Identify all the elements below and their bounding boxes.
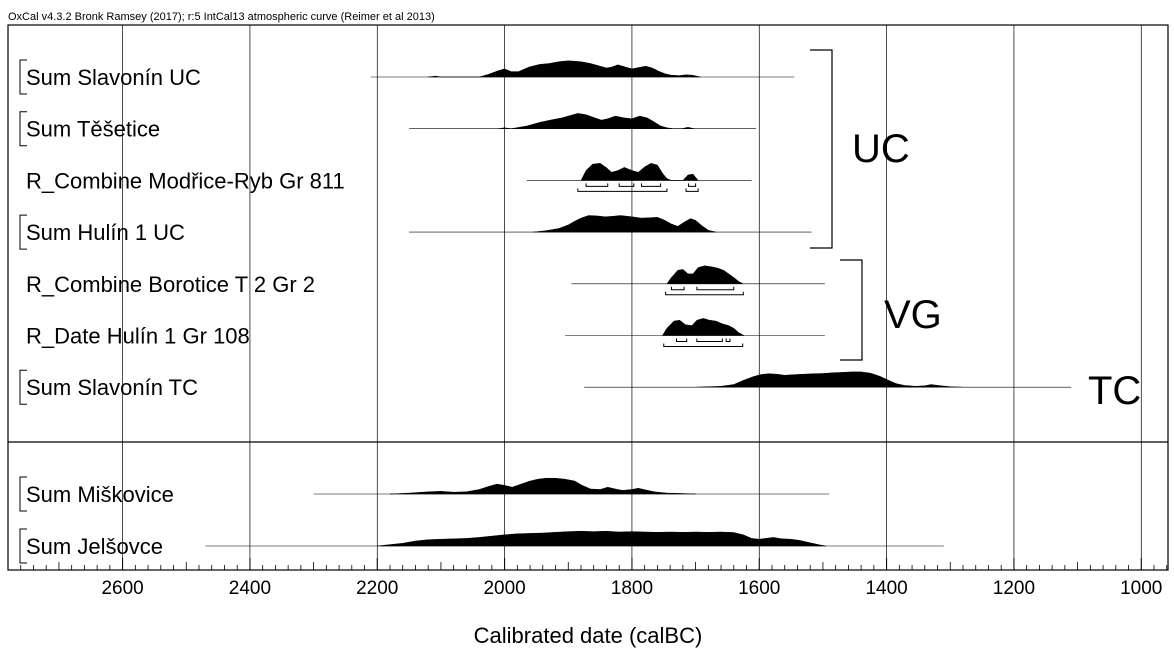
probability-distribution [662,318,745,336]
tick-label-2600: 2600 [101,578,143,599]
grid-lines [122,25,1142,570]
range-95 [665,291,744,296]
group-bracket [840,259,863,361]
row-label: R_Combine Modřice-Ryb Gr 811 [26,168,345,193]
row-label: R_Combine Borotice T 2 Gr 2 [26,272,315,297]
row-bracket [19,111,27,147]
range-68 [675,338,688,342]
minor-ticks [20,558,1168,570]
row-label: Sum Těšetice [26,117,160,142]
group-label: UC [852,127,910,171]
row-bracket [19,59,27,95]
row-4: R_Combine Borotice T 2 Gr 2 [26,265,825,297]
row-label: Sum Slavonín UC [26,65,201,90]
row-bracket [19,476,27,512]
row-label: Sum Slavonín TC [26,375,198,400]
probability-distribution [695,371,964,388]
group-bracket [810,49,833,249]
range-68 [618,183,635,187]
range-95 [577,188,668,192]
range-68 [688,183,697,187]
tick-label-1600: 1600 [738,578,780,599]
plot-frame [7,24,1169,571]
row-label: R_Date Hulín 1 Gr 108 [26,324,250,349]
header-text: OxCal v4.3.2 Bronk Ramsey (2017); r:5 In… [8,11,435,23]
tick-labels: 2600 2400 2200 2000 1800 1600 1400 1200 1000 [101,578,1162,599]
row-5: R_Date Hulín 1 Gr 108 [26,318,825,349]
group-label: VG [884,293,942,337]
row-8: Sum Jelšovce [19,528,944,564]
row-2: R_Combine Modřice-Ryb Gr 811 [26,163,752,193]
group-uc: UC [810,49,910,249]
row-3: Sum Hulín 1 UC [19,214,812,250]
range-68 [696,338,723,342]
tick-label-1000: 1000 [1120,578,1162,599]
probability-distribution [377,530,827,547]
group-tc: TC [1088,369,1141,413]
probability-distribution [580,163,699,181]
range-68 [725,338,731,342]
range-95 [663,343,744,347]
group-brackets: UC VG TC [810,49,1141,413]
range-68 [670,286,685,291]
distribution-rows: Sum Slavonín UC Sum Těšetice R_Combine Mod… [19,59,1072,564]
tick-label-1400: 1400 [865,578,907,599]
row-bracket [19,369,27,405]
range-95 [685,188,699,192]
row-bracket [19,214,27,250]
probability-distribution [666,265,744,285]
group-label: TC [1088,369,1141,413]
row-6: Sum Slavonín TC [19,369,1072,405]
tick-label-2200: 2200 [356,578,398,599]
tick-label-1800: 1800 [611,578,653,599]
range-68 [696,286,735,291]
tick-label-2400: 2400 [229,578,271,599]
row-label: Sum Miškovice [26,482,174,507]
tick-label-2000: 2000 [483,578,525,599]
tick-label-1200: 1200 [993,578,1035,599]
group-vg: VG [840,259,942,361]
row-bracket [19,528,27,564]
probability-distribution [389,477,696,495]
row-0: Sum Slavonín UC [19,59,795,95]
range-68 [585,183,609,187]
row-label: Sum Hulín 1 UC [26,220,185,245]
probability-distribution [533,215,717,233]
probability-distribution [428,60,701,78]
row-1: Sum Těšetice [19,111,757,147]
probability-distribution [498,113,695,129]
row-label: Sum Jelšovce [26,534,163,559]
x-axis-title: Calibrated date (calBC) [474,623,703,648]
range-68 [640,183,662,187]
row-7: Sum Miškovice [19,476,830,512]
